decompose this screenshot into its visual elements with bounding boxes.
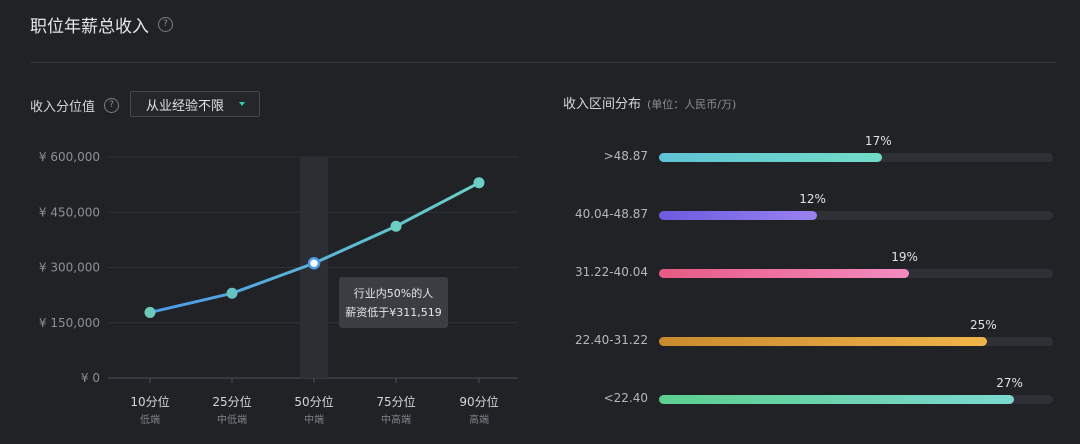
distribution-bar <box>659 153 883 162</box>
header-divider <box>30 62 1056 63</box>
tooltip-line2: 薪资低于¥311,519 <box>345 306 442 319</box>
x-sub-label: 低端 <box>140 413 160 426</box>
x-tick-label: 25分位 <box>212 394 251 409</box>
distribution-bar-track: 12% <box>659 192 1053 220</box>
data-point <box>473 177 485 189</box>
distribution-bar-track: 25% <box>659 318 1053 346</box>
distribution-percent-label: 19% <box>891 250 918 264</box>
experience-dropdown[interactable]: 从业经验不限 <box>130 91 260 117</box>
percentile-line-chart: ¥ 0 ¥ 150,000 ¥ 300,000 ¥ 450,000 ¥ 600,000 1… <box>39 150 518 426</box>
data-point-highlight <box>307 257 321 270</box>
distribution-bar-track: 19% <box>659 250 1053 278</box>
page-title-text: 职位年薪总收入 <box>30 17 149 37</box>
median-tooltip: 行业内50%的人 薪资低于¥311,519 <box>339 277 448 328</box>
experience-dropdown-value: 从业经验不限 <box>146 98 225 114</box>
x-sub-label: 中高端 <box>381 413 411 426</box>
y-tick-label: ¥ 450,000 <box>39 205 100 219</box>
distribution-bar <box>659 269 909 278</box>
distribution-range-label: 40.04-48.87 <box>574 207 648 221</box>
distribution-range-label: >48.87 <box>603 149 648 163</box>
data-point <box>390 220 402 232</box>
x-tick-label: 90分位 <box>459 394 498 409</box>
x-sub-label: 中低端 <box>217 413 247 426</box>
distribution-bar-track: 27% <box>659 376 1053 404</box>
y-tick-label: ¥ 600,000 <box>39 150 100 164</box>
distribution-range-label: 22.40-31.22 <box>574 333 648 347</box>
x-tick-label: 10分位 <box>130 394 169 409</box>
x-sub-label: 高端 <box>469 413 489 426</box>
data-point <box>226 287 238 299</box>
help-icon[interactable]: ? <box>158 17 173 32</box>
distribution-row: 22.40-31.22 25% <box>560 318 1060 351</box>
distribution-bar <box>659 337 988 346</box>
distribution-row: >48.87 17% <box>560 134 1060 167</box>
distribution-bar-track: 17% <box>659 134 1053 162</box>
distribution-percent-label: 17% <box>864 134 892 148</box>
y-tick-label: ¥ 0 <box>81 371 100 385</box>
distribution-percent-label: 27% <box>996 376 1023 390</box>
distribution-range-label: 31.22-40.04 <box>574 265 648 279</box>
distribution-row: 40.04-48.87 12% <box>560 192 1060 225</box>
distribution-bar <box>659 211 817 220</box>
page-title: 职位年薪总收入 ? <box>30 12 173 37</box>
y-tick-label: ¥ 300,000 <box>39 261 100 275</box>
distribution-bar <box>659 395 1014 404</box>
x-tick-label: 50分位 <box>294 394 333 409</box>
percentile-label-text: 收入分位值 <box>30 100 96 115</box>
distribution-range-label: <22.40 <box>603 391 648 405</box>
x-tick-label: 75分位 <box>376 394 415 409</box>
tooltip-line1: 行业内50%的人 <box>353 287 434 300</box>
distribution-unit-note: (单位：人民币/万) <box>647 98 737 111</box>
distribution-label: 收入区间分布 (单位：人民币/万) <box>563 93 736 112</box>
caret-down-icon <box>239 102 245 106</box>
y-tick-label: ¥ 150,000 <box>39 316 100 330</box>
distribution-label-text: 收入区间分布 <box>563 97 642 112</box>
data-point <box>144 306 156 318</box>
distribution-row: <22.40 27% <box>560 376 1060 409</box>
x-sub-label: 中端 <box>304 413 324 426</box>
distribution-percent-label: 25% <box>969 318 997 332</box>
distribution-percent-label: 12% <box>799 192 826 206</box>
percentile-help-icon[interactable]: ? <box>104 98 120 113</box>
percentile-label: 收入分位值 ? <box>30 96 120 115</box>
distribution-row: 31.22-40.04 19% <box>560 250 1060 283</box>
